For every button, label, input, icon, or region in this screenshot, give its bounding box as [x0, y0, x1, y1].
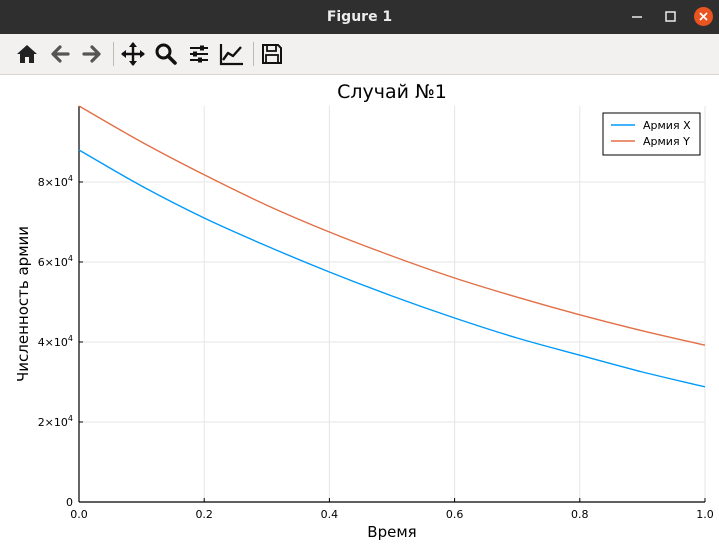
- subplots-config-icon: [190, 45, 208, 63]
- forward-button[interactable]: [78, 40, 106, 68]
- pan-icon: [121, 42, 145, 66]
- maximize-button[interactable]: [660, 7, 680, 27]
- axes: [78, 106, 706, 503]
- window-title: Figure 1: [326, 9, 393, 25]
- back-button[interactable]: [46, 40, 74, 68]
- toolbar-separator: [113, 42, 114, 66]
- series-line: [78, 149, 706, 388]
- close-icon: [699, 12, 708, 21]
- zoom-icon: [155, 43, 177, 65]
- x-axis-label: Время: [367, 523, 416, 541]
- x-tick-label: 0.4: [321, 508, 339, 521]
- y-tick-label: 2×104: [38, 414, 73, 429]
- line-chart: 0.0 0.2 0.4 0.6 0.8 1.002×1044×1046×1048×104 …: [14, 81, 714, 541]
- configure-subplots-button[interactable]: [185, 40, 213, 68]
- toolbar-separator: [253, 42, 254, 66]
- legend-box: [602, 112, 701, 156]
- save-button[interactable]: [258, 40, 286, 68]
- y-tick-label: 8×104: [38, 174, 73, 189]
- axes-edit-icon: [219, 44, 243, 66]
- x-tick-label: 0.2: [195, 508, 213, 521]
- home-button[interactable]: [13, 40, 41, 68]
- legend-label: Армия X: [643, 119, 691, 132]
- back-arrow-icon: [51, 45, 70, 63]
- x-tick-label: 0.6: [446, 508, 464, 521]
- navigation-toolbar: [0, 34, 719, 75]
- edit-axes-button[interactable]: [218, 40, 246, 68]
- zoom-button[interactable]: [152, 40, 180, 68]
- tick-labels: 0.0 0.2 0.4 0.6 0.8 1.0 0 2×104 4×104 6×104 8×104: [38, 174, 714, 521]
- x-tick-label: 0.8: [571, 508, 589, 521]
- window-titlebar: Figure 1: [0, 0, 719, 34]
- y-axis-label: Численность армии: [14, 226, 32, 382]
- minimize-icon: [632, 16, 642, 18]
- close-button[interactable]: [694, 7, 713, 26]
- y-tick-label: 0: [66, 496, 73, 509]
- y-tick-label: 4×104: [38, 334, 73, 349]
- legend-label: Армия Y: [643, 135, 690, 148]
- minimize-button[interactable]: [627, 7, 647, 27]
- grid: [78, 106, 706, 503]
- chart-title: Случай №1: [337, 81, 447, 103]
- x-tick-label: 1.0: [696, 508, 714, 521]
- maximize-icon: [665, 11, 676, 22]
- figure-canvas[interactable]: 0.0 0.2 0.4 0.6 0.8 1.0 0 2×104 4×104 6×104 8×104 …: [0, 75, 719, 549]
- y-tick-label: 6×104: [38, 254, 73, 269]
- legend: Армия X Армия Y: [602, 112, 701, 156]
- pan-button[interactable]: [119, 40, 147, 68]
- save-icon: [262, 44, 282, 64]
- series-line: [78, 105, 706, 346]
- x-tick-label: 0.0: [70, 508, 88, 521]
- series-lines: [78, 105, 706, 388]
- home-icon: [17, 45, 37, 63]
- forward-arrow-icon: [82, 45, 101, 63]
